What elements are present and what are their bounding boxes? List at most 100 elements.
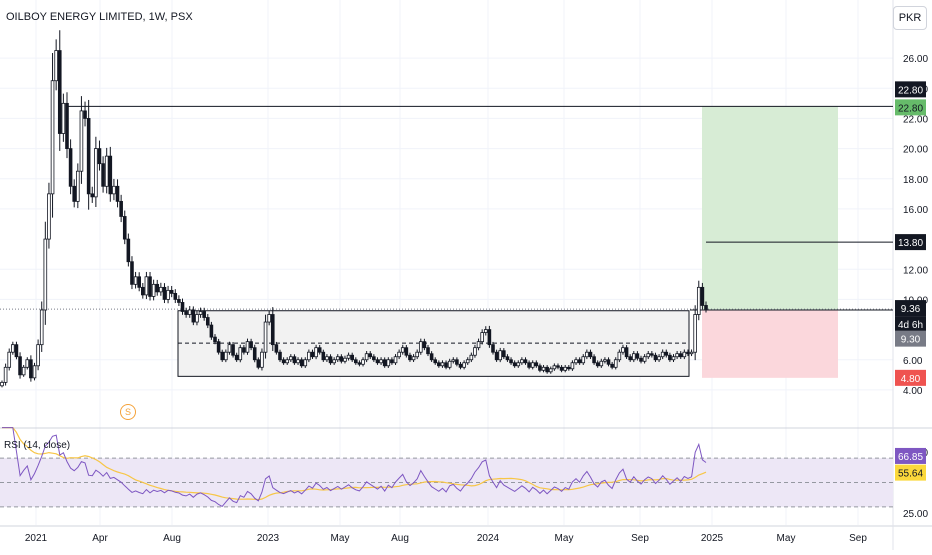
price-badge-stop: 4.80 [901, 374, 921, 385]
candle [563, 366, 567, 371]
price-badge-line-bg [895, 81, 926, 98]
candle [346, 354, 351, 359]
candle [693, 314, 697, 353]
candle [281, 359, 286, 364]
candle [404, 347, 409, 356]
candle [451, 359, 456, 362]
candle [368, 353, 373, 358]
candle [473, 347, 477, 356]
rsi-indicator-label[interactable]: RSI (14, close) [4, 440, 71, 451]
time-axis-label: Apr [92, 533, 108, 544]
candle [325, 356, 329, 361]
candle [94, 148, 98, 198]
candle [267, 314, 271, 323]
candle [552, 365, 557, 370]
candle [140, 286, 145, 296]
candle [7, 351, 12, 368]
candle [426, 347, 430, 355]
candle [343, 357, 347, 362]
candle [530, 362, 535, 368]
candle [559, 366, 564, 371]
split-event-icon[interactable]: S [120, 404, 136, 420]
candle [577, 359, 582, 364]
time-axis-label: 2023 [257, 533, 280, 544]
time-axis-label: May [331, 533, 350, 544]
candle [303, 359, 308, 367]
candle [613, 359, 618, 368]
candle [3, 366, 8, 383]
candle [433, 359, 438, 364]
candle [523, 359, 528, 364]
candle [296, 359, 300, 364]
candle [14, 344, 19, 358]
candle [137, 276, 141, 288]
candle [310, 351, 315, 358]
candle [696, 286, 701, 315]
stop-zone [702, 309, 838, 378]
candle [491, 344, 495, 353]
time-axis-label: May [777, 533, 796, 544]
candle [332, 359, 336, 364]
candle [386, 359, 391, 367]
candle [289, 356, 293, 361]
candle [621, 347, 625, 353]
rsi-badge-ma: 55.64 [898, 469, 923, 480]
candle [671, 356, 676, 361]
candle [36, 344, 40, 367]
candle [278, 351, 282, 361]
price-tick-label: 22.00 [903, 114, 928, 125]
price-tick-label: 12.00 [903, 265, 928, 276]
time-axis-label: Sep [631, 533, 649, 544]
candle [682, 351, 687, 358]
currency-button[interactable]: PKR [893, 6, 927, 30]
candle [335, 356, 340, 361]
candle [556, 365, 560, 368]
candle [350, 354, 354, 361]
candle [429, 353, 434, 361]
candle [462, 362, 466, 368]
candle [61, 102, 66, 134]
candle [122, 216, 127, 240]
candle [437, 362, 441, 367]
candle [379, 359, 383, 364]
candle [317, 347, 322, 353]
candle [32, 365, 37, 379]
candle [133, 276, 138, 285]
price-badge-countdown-bg [895, 316, 926, 333]
candle [505, 356, 510, 361]
candle [198, 311, 203, 315]
price-tick-label: 20.00 [903, 145, 928, 156]
candle [57, 50, 62, 134]
chart-title: OILBOY ENERGY LIMITED, 1W, PSX [6, 11, 193, 23]
candle [400, 347, 405, 353]
candle [354, 359, 358, 364]
candle [86, 118, 91, 195]
candle [686, 351, 690, 355]
candle [191, 309, 196, 323]
candle [202, 311, 206, 318]
candle [574, 359, 578, 364]
candle [476, 341, 481, 349]
candle [213, 336, 217, 343]
rsi-ma-line [2, 427, 707, 501]
candle [29, 359, 33, 379]
candle [390, 359, 394, 364]
candle [361, 359, 365, 365]
time-axis-label: 2021 [25, 533, 48, 544]
candle [480, 332, 484, 343]
candle [260, 351, 264, 368]
candle [657, 356, 661, 361]
candle [90, 193, 95, 198]
candle [469, 354, 474, 361]
candle [411, 356, 416, 361]
candle [603, 359, 607, 362]
candle [372, 356, 376, 361]
candle [509, 359, 513, 364]
candle [653, 354, 658, 361]
candle [104, 155, 109, 187]
time-axis-label: Aug [163, 533, 181, 544]
candle [606, 359, 611, 365]
candle [512, 362, 517, 367]
